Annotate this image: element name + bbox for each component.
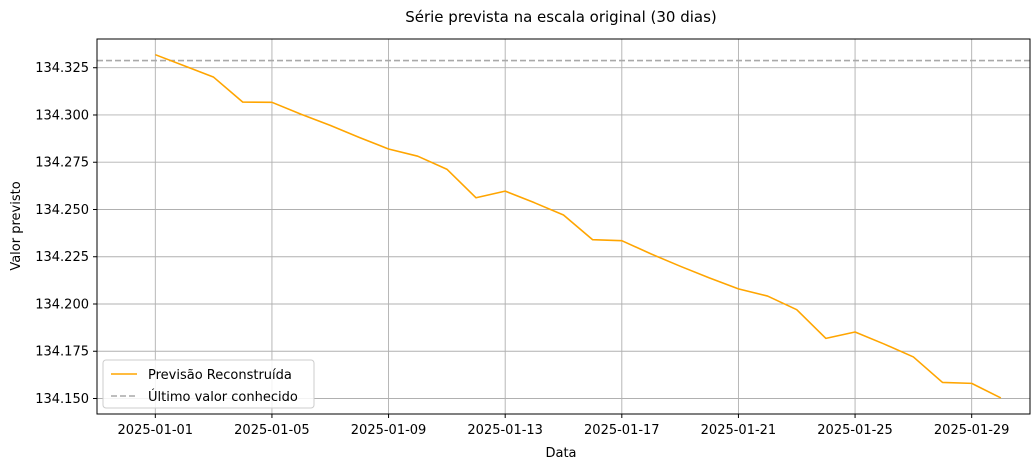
legend: Previsão Reconstruída Último valor conhe… <box>102 359 315 409</box>
y-axis-title: Valor previsto <box>9 181 24 270</box>
x-tick-label: 2025-01-05 <box>234 423 310 438</box>
legend-label-forecast: Previsão Reconstruída <box>148 368 292 383</box>
data-point <box>213 76 215 78</box>
data-point <box>534 202 536 204</box>
y-tick-label: 134.250 <box>35 203 89 218</box>
y-axis: 134.150 134.175 134.200 134.225 134.250 134.2… <box>35 61 97 407</box>
data-point <box>1000 397 1002 399</box>
x-tick-label: 2025-01-13 <box>467 423 543 438</box>
x-axis: 2025-01-01 2025-01-05 2025-01-09 2025-01-13… <box>118 414 1010 438</box>
data-point <box>883 343 885 345</box>
data-point <box>300 113 302 115</box>
legend-label-last-known: Último valor conhecido <box>148 389 298 405</box>
legend-box <box>102 359 315 409</box>
series-line-forecast <box>155 53 1002 399</box>
data-point <box>854 331 856 333</box>
data-point <box>388 148 390 150</box>
data-point <box>329 125 331 127</box>
data-point <box>475 197 477 199</box>
x-tick-label: 2025-01-25 <box>817 423 893 438</box>
y-tick-label: 134.225 <box>35 250 89 265</box>
data-point <box>650 253 652 255</box>
data-point <box>592 239 594 241</box>
data-point <box>417 155 419 157</box>
y-tick-label: 134.275 <box>35 156 89 171</box>
x-tick-label: 2025-01-17 <box>584 423 660 438</box>
y-tick-label: 134.150 <box>35 392 89 407</box>
data-point <box>242 101 244 103</box>
chart-title: Série prevista na escala original (30 di… <box>405 8 717 26</box>
data-point <box>942 382 944 384</box>
plot-frame <box>96 38 1031 415</box>
data-point <box>621 240 623 242</box>
y-tick-label: 134.300 <box>35 108 89 123</box>
x-tick-label: 2025-01-01 <box>118 423 194 438</box>
data-point <box>913 356 915 358</box>
data-point <box>155 54 157 56</box>
data-point <box>767 295 769 297</box>
y-tick-label: 134.200 <box>35 297 89 312</box>
data-point <box>504 190 506 192</box>
data-point <box>359 137 361 139</box>
x-tick-label: 2025-01-21 <box>701 423 777 438</box>
series-layer <box>155 53 1002 399</box>
data-point <box>738 288 740 290</box>
y-tick-label: 134.175 <box>35 345 89 360</box>
data-point <box>796 309 798 311</box>
data-point <box>446 168 448 170</box>
data-point <box>825 338 827 340</box>
x-axis-title: Data <box>545 446 576 461</box>
data-point <box>563 214 565 216</box>
data-point <box>184 65 186 67</box>
x-tick-label: 2025-01-29 <box>934 423 1010 438</box>
data-point <box>971 383 973 385</box>
y-tick-label: 134.325 <box>35 61 89 76</box>
x-tick-label: 2025-01-09 <box>351 423 427 438</box>
data-point <box>271 102 273 104</box>
data-point <box>708 277 710 279</box>
grid <box>97 39 1030 414</box>
data-point <box>679 265 681 267</box>
